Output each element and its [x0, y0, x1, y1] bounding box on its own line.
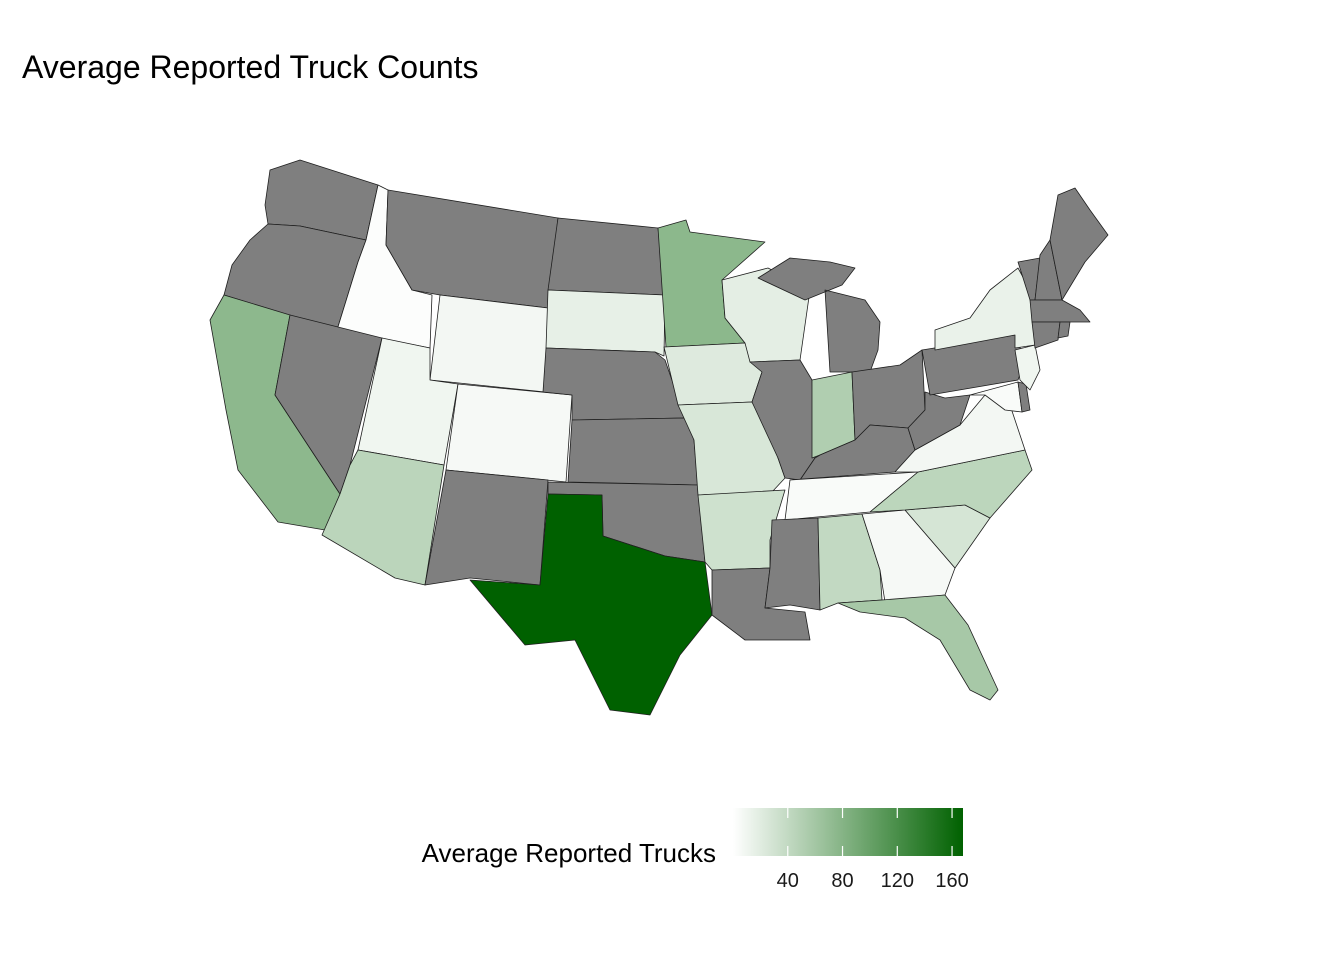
state-south-dakota[interactable]	[545, 289, 666, 357]
states-layer	[209, 159, 1109, 716]
legend-colorbar	[733, 808, 963, 856]
state-arizona[interactable]	[321, 449, 445, 586]
state-florida[interactable]	[837, 594, 999, 701]
state-illinois[interactable]	[749, 359, 816, 481]
state-colorado[interactable]	[445, 383, 573, 483]
legend-tick-label: 80	[831, 870, 853, 892]
legend: Average Reported Trucks 40 80 120 160	[422, 808, 969, 892]
state-west-virginia[interactable]	[907, 391, 971, 451]
state-kansas[interactable]	[567, 417, 699, 486]
state-montana[interactable]	[385, 189, 559, 309]
state-wyoming[interactable]	[429, 294, 549, 393]
state-new-york[interactable]	[934, 267, 1036, 351]
state-maine[interactable]	[1049, 187, 1109, 301]
state-north-dakota[interactable]	[547, 217, 666, 296]
state-new-mexico[interactable]	[424, 469, 549, 586]
state-texas[interactable]	[469, 493, 713, 716]
state-rhode-island[interactable]	[1057, 321, 1071, 339]
legend-ticks: 40 80 120 160	[777, 808, 969, 892]
state-massachusetts[interactable]	[1029, 299, 1091, 323]
legend-tick-label: 120	[881, 870, 914, 892]
chart-title: Average Reported Truck Counts	[22, 49, 479, 85]
state-kentucky[interactable]	[789, 424, 916, 481]
state-mississippi[interactable]	[764, 517, 821, 611]
state-connecticut[interactable]	[1031, 321, 1061, 349]
legend-tick-label: 40	[777, 870, 799, 892]
legend-title: Average Reported Trucks	[422, 838, 716, 868]
legend-tick-label: 160	[935, 870, 968, 892]
state-michigan[interactable]	[757, 257, 881, 373]
state-maryland[interactable]	[969, 381, 1023, 413]
